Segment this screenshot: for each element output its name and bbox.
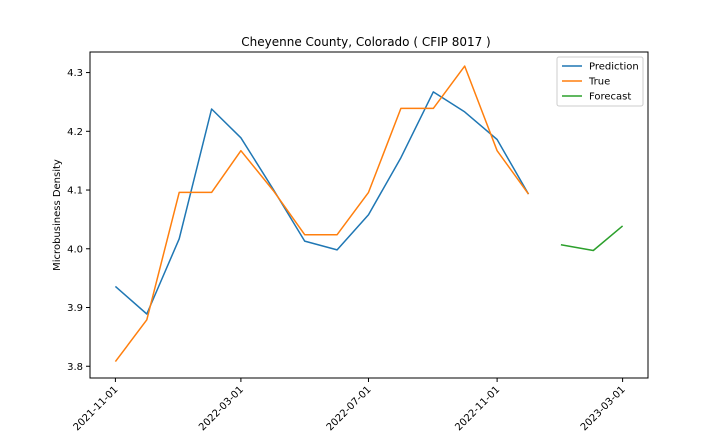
series-line-prediction xyxy=(114,91,530,315)
series-lines xyxy=(114,65,624,363)
x-axis: 2021-11-01 2022-03-01 2022-07-01 2022-11-01… xyxy=(72,378,628,432)
y-tick-label: 3.9 xyxy=(67,303,83,314)
x-tick-label: 2023-03-01 xyxy=(579,384,628,432)
x-tick-label: 2022-07-01 xyxy=(325,384,374,432)
x-tick-label: 2022-11-01 xyxy=(453,384,502,432)
y-tick-label: 4.0 xyxy=(67,244,83,255)
legend-label-prediction: Prediction xyxy=(589,62,639,73)
x-tick-label: 2021-11-01 xyxy=(72,384,121,432)
y-tick-label: 4.2 xyxy=(67,127,83,138)
legend-box xyxy=(556,56,644,107)
legend-label-true: True xyxy=(588,77,610,88)
plot-frame xyxy=(89,51,649,379)
y-tick-label: 3.8 xyxy=(67,362,83,373)
y-axis: 3.8 3.9 4.0 4.1 4.2 4.3 xyxy=(67,68,90,373)
chart-title: Cheyenne County, Colorado ( CFIP 8017 ) xyxy=(241,35,491,49)
y-tick-label: 4.1 xyxy=(67,186,83,197)
series-line-true xyxy=(114,65,530,363)
y-tick-label: 4.3 xyxy=(67,68,83,79)
x-tick-label: 2022-03-01 xyxy=(197,384,246,432)
legend: Prediction True Forecast xyxy=(556,56,644,107)
y-axis-label: Microbusiness Density xyxy=(52,159,63,271)
legend-label-forecast: Forecast xyxy=(589,92,631,103)
series-line-forecast xyxy=(560,225,624,252)
